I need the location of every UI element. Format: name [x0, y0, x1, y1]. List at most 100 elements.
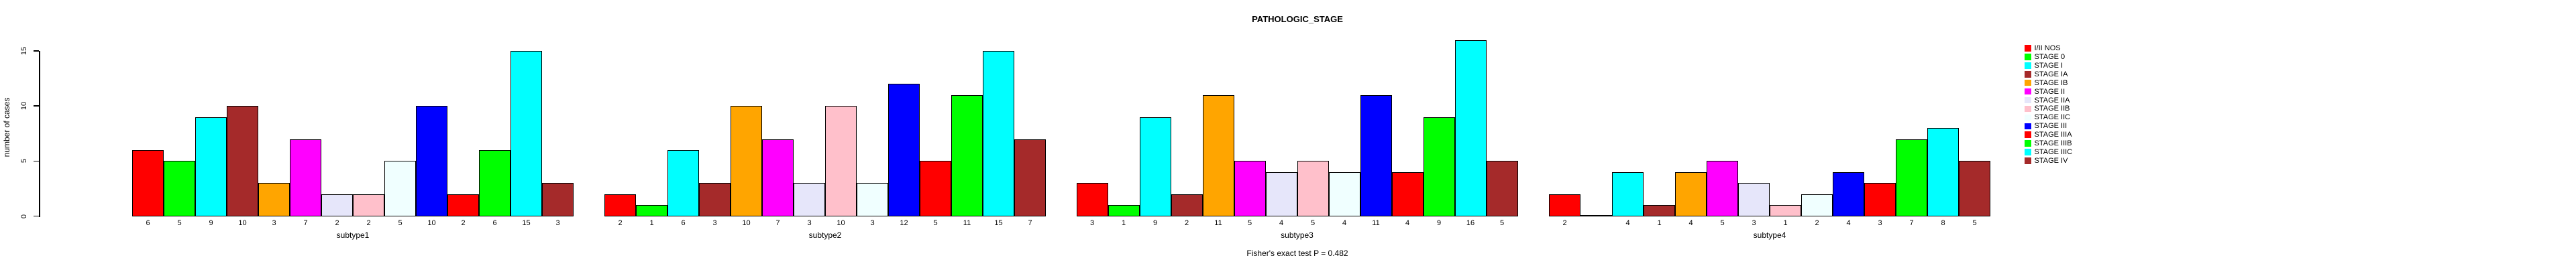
legend-item: STAGE IIIC	[2025, 148, 2072, 157]
bar	[1423, 117, 1455, 216]
legend-swatch	[2025, 96, 2031, 104]
bar-value-label: 1	[649, 219, 654, 227]
legend-item: STAGE I	[2025, 61, 2063, 70]
bar	[983, 50, 1014, 216]
bar-value-label: 4	[1405, 219, 1410, 227]
chart-title: PATHOLOGIC_STAGE	[1252, 14, 1343, 24]
bar-value-label: 7	[1028, 219, 1032, 227]
y-tick-label: 10	[20, 102, 28, 111]
bar-value-label: 5	[398, 219, 402, 227]
bar	[542, 183, 574, 216]
legend-swatch	[2025, 71, 2031, 78]
y-tick	[33, 160, 39, 162]
bar	[1486, 161, 1518, 216]
bar	[1612, 172, 1644, 216]
y-tick	[33, 105, 39, 107]
x-group-label: subtype3	[1281, 230, 1313, 240]
bar	[1675, 172, 1707, 216]
bar-value-label: 3	[555, 219, 560, 227]
bar-value-label: 11	[963, 219, 971, 227]
bar-value-label: 16	[1466, 219, 1475, 227]
bar	[1801, 194, 1833, 216]
bar	[1234, 161, 1266, 216]
bar-value-label: 2	[618, 219, 623, 227]
bar	[825, 106, 857, 216]
legend-label: STAGE III	[2034, 122, 2068, 131]
bar-value-label: 2	[461, 219, 466, 227]
legend-item: STAGE IIIB	[2025, 139, 2072, 148]
bar	[1549, 194, 1580, 216]
bar	[258, 183, 290, 216]
bar-value-label: 4	[1688, 219, 1693, 227]
bar-value-label: 4	[1625, 219, 1630, 227]
bar-value-label: 3	[1878, 219, 1882, 227]
bar-value-label: 9	[1152, 219, 1158, 227]
legend-swatch	[2025, 88, 2031, 95]
bar-value-label: 5	[1247, 219, 1252, 227]
legend-swatch	[2025, 149, 2031, 155]
bar	[384, 161, 416, 216]
bar	[888, 84, 920, 216]
bar	[604, 194, 636, 216]
bar-value-label: 9	[1436, 219, 1442, 227]
legend-swatch	[2025, 140, 2031, 147]
bar	[479, 150, 511, 216]
bar	[1738, 183, 1770, 216]
bar-value-label: 5	[1310, 219, 1316, 227]
bar-zero-baseline	[1580, 215, 1612, 216]
legend-item: STAGE III	[2025, 122, 2067, 131]
legend-swatch	[2025, 62, 2031, 69]
bar-value-label: 15	[522, 219, 531, 227]
bar-value-label: 11	[1372, 219, 1380, 227]
bar-value-label: 5	[1720, 219, 1725, 227]
bar-value-label: 1	[1783, 219, 1788, 227]
legend-swatch	[2025, 105, 2031, 113]
bar	[1108, 205, 1140, 216]
bar-value-label: 7	[1909, 219, 1914, 227]
bar	[1959, 161, 1990, 216]
bar-value-label: 2	[335, 219, 339, 227]
bar	[132, 150, 164, 216]
legend-label: STAGE IV	[2034, 156, 2068, 165]
bar-value-label: 7	[775, 219, 780, 227]
bar	[762, 139, 794, 216]
bar	[1833, 172, 1864, 216]
bar-value-label: 6	[492, 219, 497, 227]
bar-value-label: 4	[1342, 219, 1347, 227]
bar-value-label: 5	[1499, 219, 1505, 227]
bar-value-label: 6	[146, 219, 150, 227]
bar-value-label: 12	[900, 219, 908, 227]
bar-value-label: 1	[1121, 219, 1126, 227]
x-group-label: subtype1	[336, 230, 370, 240]
bar-value-label: 5	[177, 219, 182, 227]
legend-item: STAGE IIA	[2025, 96, 2070, 105]
bar-value-label: 8	[1941, 219, 1945, 227]
bar-value-label: 7	[303, 219, 308, 227]
legend-label: STAGE 0	[2034, 52, 2065, 61]
bar	[1896, 139, 1927, 216]
bar-value-label: 3	[272, 219, 276, 227]
legend-label: STAGE IB	[2034, 78, 2068, 87]
y-tick	[33, 215, 39, 217]
bar-value-label: 10	[427, 219, 436, 227]
bar	[321, 194, 353, 216]
legend-swatch	[2025, 45, 2031, 52]
legend-label: STAGE I	[2034, 61, 2063, 70]
legend-item: STAGE IB	[2025, 78, 2068, 87]
legend-swatch	[2025, 114, 2031, 121]
bar	[1644, 205, 1675, 216]
legend-item: STAGE IIB	[2025, 105, 2070, 113]
bar-value-label: 3	[1089, 219, 1095, 227]
bar	[290, 139, 321, 216]
bar-value-label: 10	[742, 219, 751, 227]
bar	[636, 205, 667, 216]
bar-value-label: 4	[1279, 219, 1284, 227]
x-group-label: subtype2	[808, 230, 842, 240]
legend-item: STAGE IA	[2025, 70, 2068, 78]
bar	[195, 117, 227, 216]
bar	[1076, 183, 1108, 216]
bar-value-label: 4	[1846, 219, 1851, 227]
bar-value-label: 10	[837, 219, 845, 227]
legend-label: STAGE IIIB	[2034, 139, 2072, 148]
legend-label: I/II NOS	[2034, 44, 2061, 52]
